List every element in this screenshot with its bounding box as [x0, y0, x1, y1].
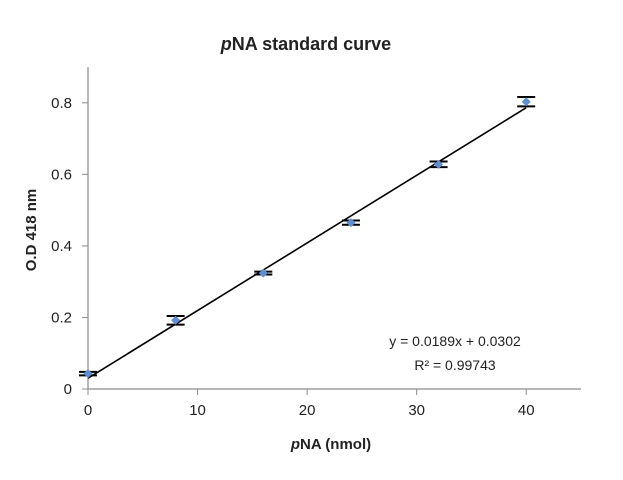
x-axis-title-rest: NA (nmol)	[300, 436, 371, 453]
data-point	[258, 268, 268, 278]
data-point	[83, 369, 93, 379]
trendline-r-squared: R² = 0.99743	[414, 357, 496, 373]
data-point	[346, 218, 356, 228]
x-tick-label: 10	[189, 402, 206, 419]
chart-title-rest: NA standard curve	[232, 34, 391, 54]
x-tick-label: 30	[408, 402, 425, 419]
y-axis-ticks: 0 0.2 0.4 0.6 0.8	[51, 95, 88, 398]
x-tick-label: 20	[299, 402, 316, 419]
data-point	[171, 315, 181, 325]
chart-title-italic: p	[220, 34, 232, 54]
trendline-equation: y = 0.0189x + 0.0302	[389, 333, 521, 349]
data-points	[83, 97, 531, 379]
chart-title: pNA standard curve	[220, 34, 391, 54]
x-tick-label: 40	[518, 402, 535, 419]
trendline-layer	[87, 107, 527, 379]
data-point	[521, 97, 531, 107]
x-axis-title: pNA (nmol)	[290, 436, 371, 453]
y-tick-label: 0	[64, 381, 72, 398]
data-point	[434, 159, 444, 169]
x-tick-label: 0	[84, 402, 92, 419]
trendline	[87, 107, 527, 379]
x-axis-ticks: 0 10 20 30 40	[84, 389, 535, 419]
y-tick-label: 0.6	[51, 166, 72, 183]
x-axis-title-italic: p	[290, 436, 300, 453]
y-tick-label: 0.8	[51, 95, 72, 112]
y-tick-label: 0.4	[51, 238, 72, 255]
plot-axes	[87, 67, 581, 390]
y-axis-title: O.D 418 nm	[23, 189, 40, 272]
y-tick-label: 0.2	[51, 309, 72, 326]
